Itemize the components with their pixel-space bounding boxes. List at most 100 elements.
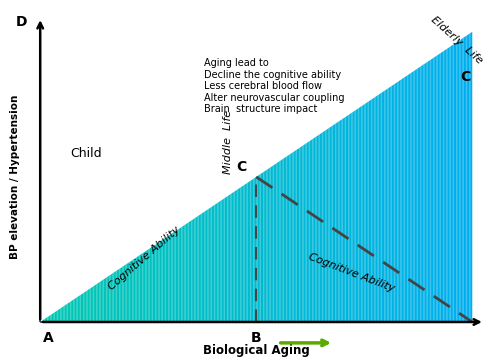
Polygon shape — [386, 89, 388, 322]
Polygon shape — [126, 263, 128, 322]
Polygon shape — [40, 321, 42, 322]
Polygon shape — [470, 33, 471, 322]
Polygon shape — [100, 280, 102, 322]
Polygon shape — [134, 258, 136, 322]
Polygon shape — [354, 110, 356, 322]
Polygon shape — [141, 253, 142, 322]
Polygon shape — [429, 60, 430, 322]
Text: Elderly  Life: Elderly Life — [430, 15, 485, 66]
Polygon shape — [230, 193, 232, 322]
Polygon shape — [122, 266, 124, 322]
Polygon shape — [80, 294, 82, 322]
Polygon shape — [368, 100, 370, 322]
Polygon shape — [213, 205, 214, 322]
Polygon shape — [348, 114, 350, 322]
Polygon shape — [363, 104, 364, 322]
Polygon shape — [154, 245, 156, 322]
Polygon shape — [197, 216, 198, 322]
Polygon shape — [208, 208, 210, 322]
Polygon shape — [178, 228, 180, 322]
Polygon shape — [278, 161, 280, 322]
Polygon shape — [138, 255, 140, 322]
Polygon shape — [44, 318, 46, 322]
Polygon shape — [240, 187, 242, 322]
Polygon shape — [96, 283, 98, 322]
Polygon shape — [190, 221, 192, 322]
Polygon shape — [105, 278, 106, 322]
Polygon shape — [360, 106, 362, 322]
Polygon shape — [444, 50, 445, 322]
Polygon shape — [188, 221, 190, 322]
Polygon shape — [229, 194, 230, 322]
Polygon shape — [223, 198, 224, 322]
Polygon shape — [337, 122, 338, 322]
Polygon shape — [412, 71, 413, 322]
Text: B: B — [251, 331, 262, 345]
Polygon shape — [62, 306, 64, 322]
Polygon shape — [233, 191, 234, 322]
Polygon shape — [460, 39, 462, 322]
Polygon shape — [306, 142, 308, 322]
Polygon shape — [362, 105, 363, 322]
Polygon shape — [284, 157, 285, 322]
Polygon shape — [162, 239, 164, 322]
Polygon shape — [176, 230, 177, 322]
Polygon shape — [393, 84, 394, 322]
Polygon shape — [114, 272, 115, 322]
Polygon shape — [152, 245, 154, 322]
Polygon shape — [49, 315, 50, 322]
Polygon shape — [128, 262, 130, 322]
Polygon shape — [270, 166, 272, 322]
Polygon shape — [322, 131, 324, 322]
Polygon shape — [148, 248, 150, 322]
Polygon shape — [286, 156, 288, 322]
Polygon shape — [376, 96, 377, 322]
Polygon shape — [269, 167, 270, 322]
Polygon shape — [66, 304, 68, 322]
Polygon shape — [419, 67, 420, 322]
Polygon shape — [224, 197, 226, 322]
Polygon shape — [151, 247, 152, 322]
Polygon shape — [454, 43, 455, 322]
Polygon shape — [58, 309, 59, 322]
Polygon shape — [98, 282, 100, 322]
Polygon shape — [432, 58, 434, 322]
Polygon shape — [239, 187, 240, 322]
Polygon shape — [366, 103, 367, 322]
Polygon shape — [264, 171, 265, 322]
Polygon shape — [120, 268, 121, 322]
Polygon shape — [43, 319, 44, 322]
Text: BP elevation / Hypertension: BP elevation / Hypertension — [10, 95, 20, 259]
Polygon shape — [424, 63, 426, 322]
Polygon shape — [130, 261, 131, 322]
Polygon shape — [373, 97, 374, 322]
Polygon shape — [328, 127, 330, 322]
Polygon shape — [121, 267, 122, 322]
Polygon shape — [357, 108, 358, 322]
Polygon shape — [398, 81, 399, 322]
Text: Biological Aging: Biological Aging — [203, 344, 310, 357]
Polygon shape — [164, 238, 166, 322]
Polygon shape — [336, 123, 337, 322]
Polygon shape — [82, 293, 84, 322]
Polygon shape — [256, 176, 258, 322]
Polygon shape — [420, 66, 422, 322]
Polygon shape — [52, 313, 53, 322]
Polygon shape — [471, 32, 472, 322]
Polygon shape — [298, 148, 300, 322]
Polygon shape — [311, 139, 312, 322]
Polygon shape — [182, 226, 183, 322]
Polygon shape — [404, 76, 406, 322]
Polygon shape — [344, 117, 346, 322]
Polygon shape — [434, 57, 435, 322]
Polygon shape — [216, 203, 218, 322]
Polygon shape — [200, 214, 202, 322]
Polygon shape — [374, 97, 376, 322]
Polygon shape — [258, 175, 259, 322]
Polygon shape — [399, 80, 400, 322]
Polygon shape — [330, 127, 331, 322]
Text: Middle  Life: Middle Life — [223, 110, 233, 174]
Polygon shape — [464, 36, 465, 322]
Polygon shape — [174, 231, 176, 322]
Polygon shape — [202, 213, 203, 322]
